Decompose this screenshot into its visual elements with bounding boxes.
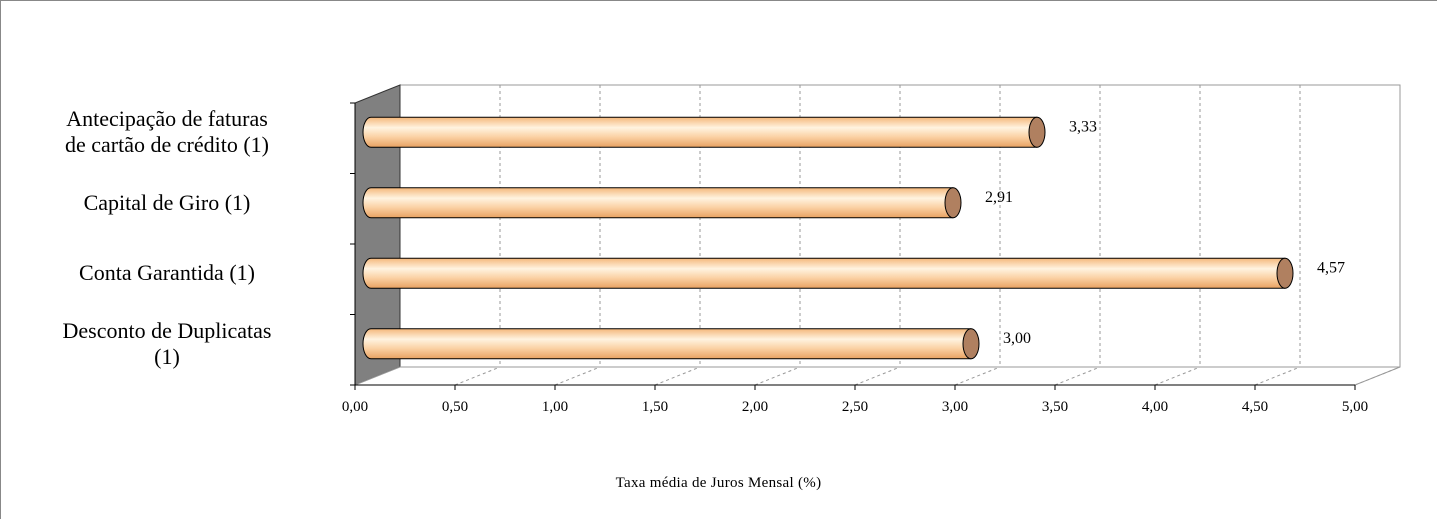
bar-end-cap: [1028, 116, 1046, 148]
bar-body: [362, 116, 1038, 148]
grid-line: [954, 366, 1001, 386]
grid-line: [854, 366, 901, 386]
x-axis-title: Taxa média de Juros Mensal (%): [615, 475, 822, 491]
grid-line: [1054, 366, 1101, 386]
bar: [362, 257, 1294, 289]
bar-body: [362, 187, 954, 219]
tick-label: 4,50: [1242, 399, 1268, 415]
grid-line: [1354, 366, 1401, 386]
bar-body: [362, 257, 1286, 289]
bar: [362, 328, 980, 360]
tick-label: 3,00: [942, 399, 968, 415]
grid-line: [654, 366, 701, 386]
bar-body: [362, 328, 972, 360]
category-label-line: (1): [154, 343, 180, 369]
bar: [362, 116, 1046, 148]
category-label-line: Antecipação de faturas: [66, 106, 268, 132]
data-labels: 3,33 2,91 4,57 3,00: [985, 118, 1345, 347]
category-label: Antecipação de faturas de cartão de crédi…: [2, 106, 332, 158]
bars: [362, 116, 1294, 360]
tick-label: 4,00: [1142, 399, 1168, 415]
plot-area: 0,00 0,50 1,00 1,50 2,00 2,50 3,00 3,50 4,00 4,50…: [342, 84, 1401, 415]
grid-line: [454, 366, 501, 386]
category-label: Capital de Giro (1): [2, 190, 332, 216]
category-label: Desconto de Duplicatas (1): [2, 318, 332, 370]
category-label-line: de cartão de crédito (1): [65, 132, 269, 158]
category-label: Conta Garantida (1): [2, 260, 332, 286]
bar: [362, 187, 962, 219]
bar-end-cap: [1276, 257, 1294, 289]
bar-end-cap: [962, 328, 980, 360]
tick-label: 1,00: [542, 399, 568, 415]
data-label: 3,33: [1069, 118, 1097, 135]
tick-label: 2,50: [842, 399, 868, 415]
tick-label: 0,50: [442, 399, 468, 415]
data-label: 3,00: [1003, 330, 1031, 347]
tick-label: 0,00: [342, 399, 368, 415]
grid-line: [1154, 366, 1201, 386]
category-label-line: Desconto de Duplicatas: [62, 317, 272, 343]
grid-line: [754, 366, 801, 386]
tick-label: 1,50: [642, 399, 668, 415]
data-label: 4,57: [1317, 259, 1345, 276]
bar-end-cap: [944, 187, 962, 219]
grid-line: [1254, 366, 1301, 386]
tick-label: 3,50: [1042, 399, 1068, 415]
data-label: 2,91: [985, 189, 1013, 206]
tick-label: 5,00: [1342, 399, 1368, 415]
grid-line: [554, 366, 601, 386]
category-label-line: Capital de Giro (1): [83, 189, 251, 215]
category-label-line: Conta Garantida (1): [79, 260, 255, 286]
tick-label: 2,00: [742, 399, 768, 415]
